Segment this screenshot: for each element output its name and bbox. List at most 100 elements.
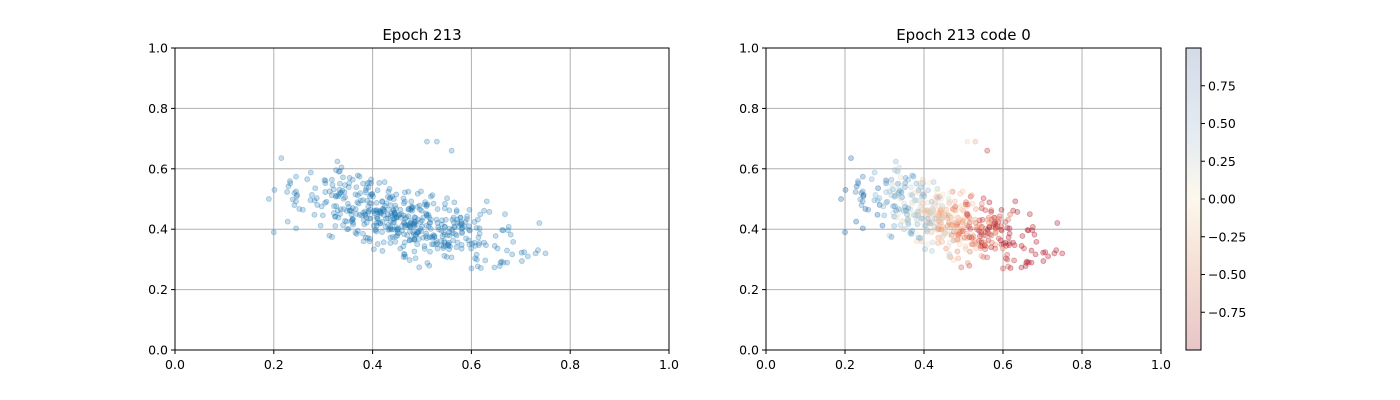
scatter-point — [423, 230, 430, 237]
scatter-point — [339, 187, 346, 194]
scatter-point — [322, 199, 329, 206]
scatter-point — [968, 241, 975, 248]
scatter-point — [373, 199, 380, 206]
scatter-point — [396, 229, 402, 236]
scatter-point — [477, 265, 484, 271]
y-tick-label: 0.2 — [739, 282, 759, 297]
scatter-point — [934, 195, 941, 202]
scatter-point — [453, 232, 460, 239]
scatter-point — [904, 208, 910, 215]
scatter-point — [909, 172, 916, 179]
scatter-point — [1031, 231, 1038, 238]
scatter-point — [924, 220, 930, 227]
scatter-point — [992, 225, 999, 232]
scatter-point — [354, 199, 361, 206]
scatter-point — [427, 216, 434, 223]
scatter-point — [404, 222, 411, 229]
scatter-point — [883, 189, 890, 195]
scatter-point — [976, 227, 982, 234]
scatter-point — [951, 220, 957, 227]
x-tick-label: 1.0 — [659, 357, 679, 372]
scatter-point — [386, 185, 393, 192]
scatter-point — [985, 237, 992, 244]
scatter-point — [424, 201, 431, 208]
scatter-point — [911, 190, 918, 197]
scatter-point — [916, 184, 922, 191]
scatter-point — [336, 186, 343, 193]
scatter-point — [945, 254, 952, 260]
scatter-point — [368, 180, 375, 187]
scatter-point — [410, 222, 417, 229]
scatter-point — [973, 245, 979, 252]
scatter-point — [418, 207, 425, 214]
scatter-point — [392, 211, 399, 218]
scatter-point — [406, 237, 413, 244]
scatter-point — [335, 214, 342, 221]
scatter-point — [409, 205, 415, 211]
scatter-point — [913, 209, 920, 216]
scatter-point — [871, 197, 878, 204]
scatter-point — [362, 187, 369, 194]
scatter-point — [353, 210, 360, 217]
scatter-point — [387, 212, 394, 219]
scatter-point — [474, 263, 481, 270]
scatter-point — [909, 228, 916, 234]
scatter-point — [894, 168, 900, 175]
scatter-point — [982, 229, 989, 236]
scatter-point — [936, 193, 943, 200]
scatter-point — [284, 189, 291, 195]
scatter-point — [858, 202, 865, 209]
scatter-point — [349, 205, 356, 211]
scatter-point — [390, 207, 397, 213]
scatter-point — [411, 236, 418, 243]
scatter-point — [882, 177, 889, 184]
scatter-point — [945, 195, 952, 202]
scatter-point — [1029, 223, 1036, 230]
scatter-point — [948, 232, 955, 239]
scatter-point — [952, 206, 959, 213]
scatter-point — [935, 223, 942, 230]
scatter-point — [464, 213, 471, 220]
scatter-point — [363, 214, 370, 221]
scatter-point — [363, 219, 370, 226]
scatter-point — [1005, 216, 1012, 223]
scatter-point — [392, 238, 399, 245]
scatter-point — [917, 203, 924, 210]
scatter-point — [947, 253, 954, 260]
scatter-point — [976, 217, 983, 224]
scatter-point — [933, 188, 940, 195]
scatter-point — [933, 211, 940, 218]
scatter-plot-left: 0.0 0.2 0.4 0.6 0.8 1.0 0.0 0.2 0.4 0.6 0.8 1.0 Epo… — [148, 26, 679, 372]
scatter-point — [955, 219, 961, 225]
scatter-point — [958, 228, 964, 234]
scatter-point — [958, 202, 965, 209]
scatter-point — [950, 257, 957, 263]
scatter-point — [957, 229, 964, 236]
scatter-point — [450, 214, 457, 221]
scatter-point — [1029, 227, 1036, 234]
scatter-point — [940, 227, 947, 234]
scatter-point — [964, 138, 971, 145]
scatter-point — [293, 193, 300, 200]
scatter-point — [854, 178, 861, 185]
scatter-point — [385, 206, 391, 213]
axis-ticks: 0.0 0.2 0.4 0.6 0.8 1.0 0.0 0.2 0.4 0.6 0.8 1.0 — [148, 41, 679, 373]
scatter-point — [381, 207, 387, 213]
scatter-point — [394, 230, 401, 237]
scatter-point — [365, 208, 372, 215]
scatter-point — [947, 215, 953, 222]
scatter-point — [332, 213, 339, 220]
scatter-point — [355, 200, 362, 207]
scatter-point — [872, 192, 879, 198]
scatter-point — [883, 180, 890, 187]
scatter-point — [451, 223, 458, 230]
scatter-point — [910, 212, 917, 218]
scatter-point — [365, 203, 372, 210]
scatter-point — [945, 212, 952, 219]
scatter-point — [893, 207, 900, 214]
scatter-point — [940, 226, 947, 232]
scatter-point — [365, 184, 372, 191]
scatter-point — [970, 233, 977, 239]
scatter-point — [1023, 259, 1030, 266]
scatter-point — [397, 206, 404, 213]
